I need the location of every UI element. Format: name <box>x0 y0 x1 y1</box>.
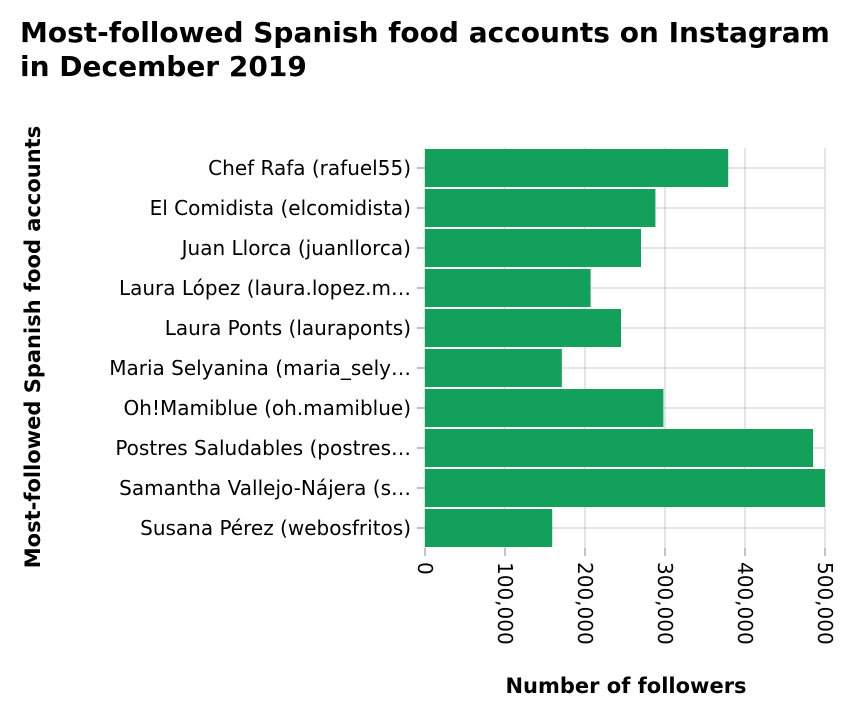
category-label: Postres Saludables (postres… <box>115 436 411 460</box>
bar <box>425 509 552 547</box>
chart-title-line-2: in December 2019 <box>20 50 307 83</box>
x-tick-label: 500,000 <box>813 562 837 645</box>
y-axis-title: Most-followed Spanish food accounts <box>21 126 45 568</box>
bar <box>425 309 621 347</box>
category-label: Oh!Mamiblue (oh.mamiblue) <box>124 396 411 420</box>
x-tick-label: 200,000 <box>573 562 597 645</box>
bar <box>425 469 825 507</box>
bar <box>425 189 655 227</box>
bar <box>425 229 641 267</box>
category-label: Chef Rafa (rafuel55) <box>208 156 411 180</box>
x-tick-label: 400,000 <box>733 562 757 645</box>
x-tick-label: 0 <box>413 562 437 575</box>
x-tick-label: 300,000 <box>653 562 677 645</box>
category-label: El Comidista (elcomidista) <box>150 196 411 220</box>
x-tick-label: 100,000 <box>493 562 517 645</box>
category-label: Juan Llorca (juanllorca) <box>180 236 411 260</box>
x-axis-title: Number of followers <box>505 674 746 698</box>
bar <box>425 389 663 427</box>
category-label: Samantha Vallejo-Nájera (s… <box>119 476 411 500</box>
category-labels: Chef Rafa (rafuel55) El Comidista (elcomi… <box>109 156 411 540</box>
bar <box>425 269 591 307</box>
category-label: Laura López (laura.lopez.m… <box>119 276 411 300</box>
bars <box>425 149 825 547</box>
bar <box>425 349 562 387</box>
chart-title-line-1: Most-followed Spanish food accounts on I… <box>20 16 830 49</box>
bar <box>425 149 728 187</box>
category-label: Laura Ponts (lauraponts) <box>165 316 411 340</box>
category-label: Maria Selyanina (maria_sely… <box>109 356 411 380</box>
category-label: Susana Pérez (webosfritos) <box>140 516 411 540</box>
bar <box>425 429 813 467</box>
